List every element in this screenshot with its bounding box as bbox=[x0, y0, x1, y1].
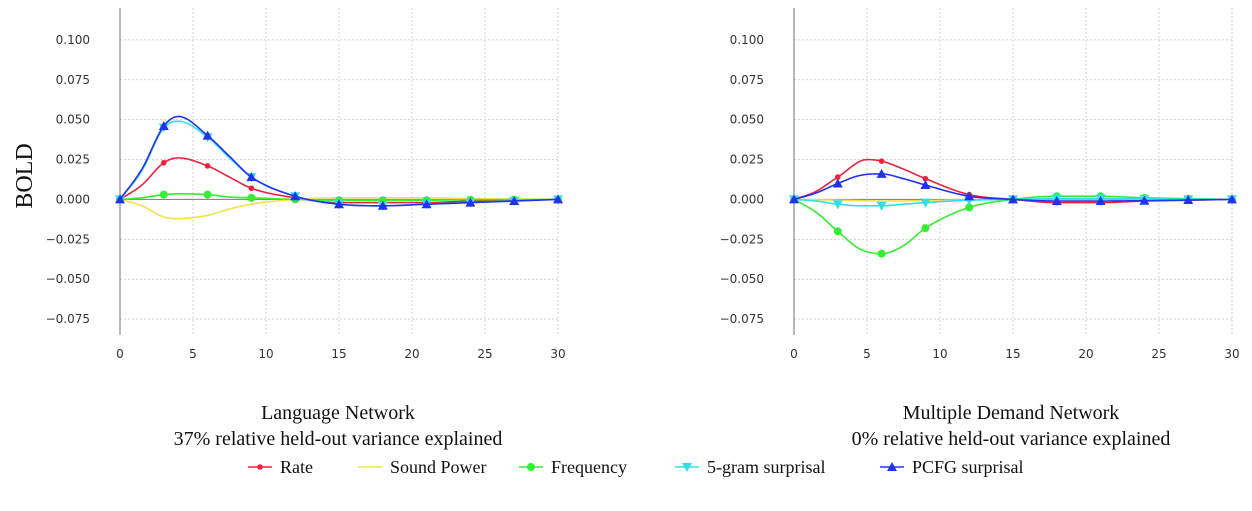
y-tick-label: −0.050 bbox=[720, 272, 764, 286]
legend-label: Rate bbox=[280, 457, 313, 477]
data-point bbox=[377, 200, 388, 210]
data-point bbox=[421, 199, 432, 209]
x-tick-label: 5 bbox=[189, 347, 197, 361]
y-tick-label: −0.075 bbox=[720, 312, 764, 326]
data-point bbox=[789, 194, 799, 204]
legend-item: Sound Power bbox=[358, 457, 487, 477]
grid bbox=[119, 8, 559, 335]
x-tick-label: 10 bbox=[932, 347, 947, 361]
data-point bbox=[832, 178, 843, 188]
x-tick-label: 10 bbox=[258, 347, 273, 361]
legend-marker bbox=[887, 462, 897, 471]
series-pcfg-surprisal bbox=[789, 168, 1237, 206]
panel-multiple-demand-network: −0.075 −0.050 −0.025 0.000 0.025 0.050 0.075 0.… bbox=[720, 8, 1240, 361]
y-tick-label: 0.050 bbox=[730, 113, 764, 127]
data-point bbox=[465, 197, 476, 207]
legend-item: PCFG surprisal bbox=[880, 457, 1024, 477]
data-point bbox=[920, 198, 931, 208]
legend-label: 5-gram surprisal bbox=[707, 457, 825, 477]
data-point bbox=[290, 191, 301, 201]
y-tick-label: 0.100 bbox=[56, 33, 90, 47]
legend-label: Sound Power bbox=[390, 457, 487, 477]
panel-0-title: Language Network bbox=[261, 402, 415, 424]
data-point bbox=[158, 121, 169, 131]
data-point bbox=[1139, 195, 1150, 205]
data-point bbox=[876, 201, 887, 211]
data-point bbox=[115, 194, 125, 204]
x-tick-label: 30 bbox=[1224, 347, 1239, 361]
panel-1-subtitle: 0% relative held-out variance explained bbox=[852, 428, 1171, 450]
x-tick-label: 15 bbox=[331, 347, 346, 361]
legend-marker bbox=[257, 464, 263, 470]
data-point bbox=[920, 180, 931, 190]
data-point bbox=[246, 172, 257, 182]
data-point bbox=[965, 203, 974, 212]
legend-label: PCFG surprisal bbox=[912, 457, 1024, 477]
legend-label: Frequency bbox=[551, 457, 627, 477]
y-tick-label: −0.075 bbox=[46, 312, 90, 326]
data-point bbox=[878, 158, 885, 164]
y-tick-label: 0.100 bbox=[730, 33, 764, 47]
y-tick-label: 0.025 bbox=[730, 153, 764, 167]
data-point bbox=[334, 199, 344, 209]
x-tick-label: 0 bbox=[116, 347, 124, 361]
x-tick-label: 25 bbox=[477, 347, 492, 361]
y-tick-label: 0.050 bbox=[56, 113, 90, 127]
data-point bbox=[1095, 196, 1106, 206]
data-point bbox=[876, 168, 887, 178]
x-tick-label: 0 bbox=[790, 347, 798, 361]
y-tick-label: 0.000 bbox=[56, 192, 90, 206]
data-point bbox=[922, 175, 929, 182]
data-point bbox=[247, 193, 256, 202]
y-tick-label: 0.075 bbox=[56, 73, 90, 87]
data-point bbox=[509, 196, 520, 206]
y-tick-label: −0.050 bbox=[46, 272, 90, 286]
y-tick-label: −0.025 bbox=[720, 232, 764, 246]
data-point bbox=[248, 185, 255, 192]
data-point bbox=[964, 191, 975, 201]
data-point bbox=[921, 224, 930, 233]
legend-marker bbox=[527, 463, 535, 471]
data-point bbox=[202, 130, 213, 140]
x-tick-label: 20 bbox=[404, 347, 419, 361]
x-tick-label: 15 bbox=[1005, 347, 1020, 361]
y-tick-label: 0.075 bbox=[730, 73, 764, 87]
legend-item: Rate bbox=[248, 457, 313, 477]
data-point bbox=[1227, 194, 1237, 204]
panel-1-title: Multiple Demand Network bbox=[903, 402, 1120, 424]
data-point bbox=[877, 249, 886, 258]
panel-language-network: −0.075 −0.050 −0.025 0.000 0.025 0.050 0.075 0.… bbox=[46, 8, 566, 361]
data-point bbox=[832, 200, 843, 210]
x-tick-label: 25 bbox=[1151, 347, 1166, 361]
panel-0-subtitle: 37% relative held-out variance explained bbox=[174, 428, 503, 450]
data-point bbox=[161, 159, 167, 166]
legend-marker bbox=[682, 463, 692, 472]
y-tick-label: −0.025 bbox=[46, 232, 90, 246]
y-tick-label: 0.025 bbox=[56, 153, 90, 167]
legend-item: Frequency bbox=[519, 457, 627, 477]
x-tick-label: 20 bbox=[1078, 347, 1093, 361]
data-point bbox=[835, 174, 841, 180]
y-tick-label: 0.000 bbox=[730, 192, 764, 206]
data-point bbox=[159, 190, 168, 199]
series-pcfg-surprisal bbox=[115, 115, 563, 210]
data-point bbox=[1183, 195, 1194, 205]
data-point bbox=[1051, 196, 1062, 206]
data-point bbox=[833, 227, 842, 236]
legend: Rate Sound Power Frequency 5-gram surprisal… bbox=[248, 457, 1024, 477]
data-point bbox=[1008, 194, 1018, 204]
data-point bbox=[203, 190, 212, 199]
x-tick-label: 5 bbox=[863, 347, 871, 361]
x-tick-label: 30 bbox=[550, 347, 565, 361]
legend-item: 5-gram surprisal bbox=[675, 457, 825, 477]
grid bbox=[793, 8, 1233, 335]
y-axis-label: BOLD bbox=[12, 143, 38, 208]
data-point bbox=[553, 194, 563, 204]
data-point bbox=[204, 163, 211, 169]
